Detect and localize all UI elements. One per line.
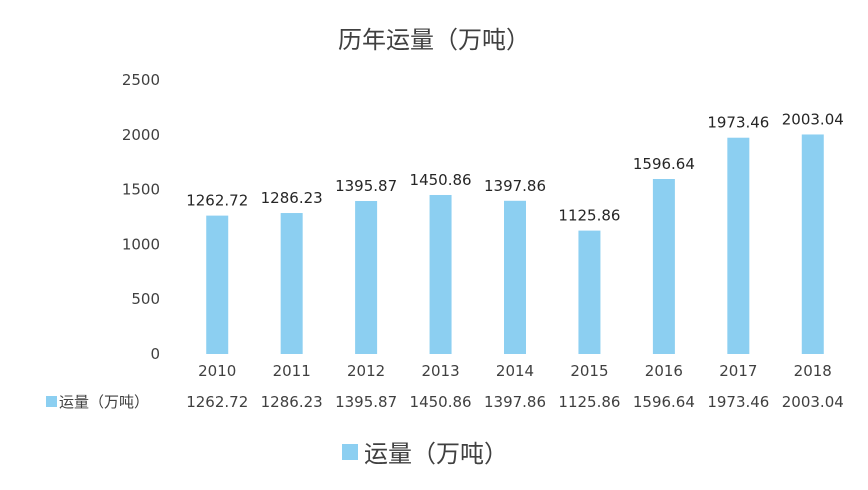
bar <box>280 213 303 354</box>
table-value: 1973.46 <box>707 393 769 411</box>
x-tick-label: 2016 <box>645 362 683 380</box>
bars: 1262.72 1286.23 1395.87 1450.86 1397.86 1125.… <box>186 110 844 354</box>
legend: 运量（万吨） <box>342 440 508 468</box>
table-value: 2003.04 <box>782 393 844 411</box>
x-tick-label: 2013 <box>421 362 459 380</box>
x-tick-label: 2018 <box>794 362 832 380</box>
chart-title: 历年运量（万吨） <box>338 26 530 54</box>
bar <box>652 179 675 354</box>
y-tick-label: 0 <box>150 345 160 363</box>
table-value: 1450.86 <box>410 393 472 411</box>
bar-data-label: 1450.86 <box>410 171 472 189</box>
table-value: 1397.86 <box>484 393 546 411</box>
x-axis: 2010 2011 2012 2013 2014 2015 2016 2017 2018 <box>198 362 832 380</box>
table-value: 1596.64 <box>633 393 695 411</box>
table-value: 1395.87 <box>335 393 397 411</box>
y-axis: 0 500 1000 1500 2000 2500 <box>122 71 160 363</box>
legend-label: 运量（万吨） <box>364 440 508 468</box>
bar-data-label: 2003.04 <box>782 110 844 128</box>
x-tick-label: 2014 <box>496 362 534 380</box>
table-value: 1262.72 <box>186 393 248 411</box>
x-tick-label: 2010 <box>198 362 236 380</box>
y-tick-label: 1500 <box>122 181 160 199</box>
x-tick-label: 2017 <box>719 362 757 380</box>
x-tick-label: 2011 <box>273 362 311 380</box>
bar <box>727 137 750 354</box>
y-tick-label: 500 <box>131 290 160 308</box>
bar <box>801 134 824 354</box>
bar <box>429 194 452 354</box>
bar-data-label: 1125.86 <box>558 207 620 225</box>
y-tick-label: 1000 <box>122 235 160 253</box>
bar <box>355 201 378 354</box>
bar <box>578 230 601 354</box>
table-value: 1125.86 <box>558 393 620 411</box>
bar-data-label: 1395.87 <box>335 177 397 195</box>
bar-data-label: 1262.72 <box>186 192 248 210</box>
bar-data-label: 1397.86 <box>484 177 546 195</box>
x-tick-label: 2015 <box>570 362 608 380</box>
bar-data-label: 1596.64 <box>633 155 695 173</box>
table-series-name: 运量（万吨） <box>59 393 149 411</box>
y-tick-label: 2500 <box>122 71 160 89</box>
bar <box>504 200 526 354</box>
bar-data-label: 1973.46 <box>707 114 769 132</box>
y-tick-label: 2000 <box>122 126 160 144</box>
x-tick-label: 2012 <box>347 362 385 380</box>
bar-data-label: 1286.23 <box>261 189 323 207</box>
data-table: 运量（万吨） 1262.72 1286.23 1395.87 1450.86 1397.… <box>46 393 844 411</box>
legend-swatch <box>342 444 358 460</box>
bar <box>206 215 229 354</box>
table-value: 1286.23 <box>261 393 323 411</box>
table-legend-swatch <box>46 396 57 407</box>
